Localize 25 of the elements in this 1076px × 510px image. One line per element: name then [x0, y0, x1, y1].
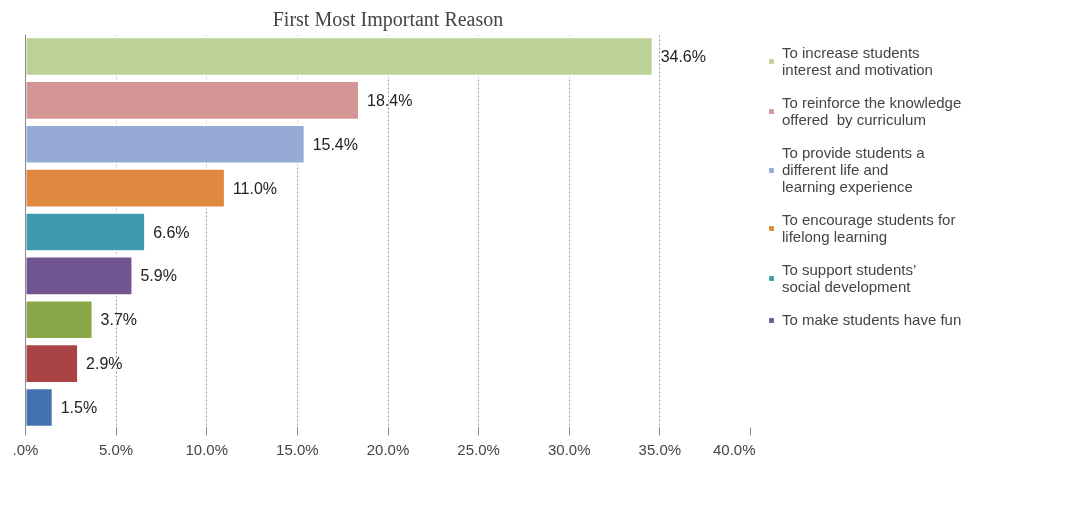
x-tick-label: 20.0% [366, 440, 410, 458]
x-tick-label: 35.0% [638, 440, 682, 458]
legend-label: To make students have fun [782, 311, 962, 328]
data-label: 5.9% [140, 267, 177, 285]
data-label: 2.9% [86, 355, 123, 373]
x-tick-label: 40.0% [712, 440, 756, 458]
legend-label: To increase students interest and motivation [782, 44, 933, 78]
x-tick-label: 15.0% [276, 440, 319, 458]
legend-label: To reinforce the knowledge offered by curriculum [782, 94, 962, 128]
legend-label: To support students’ social development [782, 261, 917, 295]
x-tick-label: 5.0% [99, 440, 134, 458]
data-label: 1.5% [60, 399, 98, 417]
legend-label: To provide students a different life and learning experience [782, 144, 925, 195]
data-label: 15.4% [312, 135, 358, 153]
x-tick-label: 10.0% [185, 440, 229, 458]
legend-label: To encourage students for lifelong learning [782, 211, 956, 245]
x-tick-label: 25.0% [457, 440, 500, 458]
data-label: 11.0% [232, 179, 278, 197]
data-label: 34.6% [660, 47, 706, 65]
x-tick-label: .0% [12, 440, 39, 458]
chart-title: First Most Important Reason [272, 7, 504, 31]
data-label: 3.7% [100, 311, 138, 329]
data-label: 6.6% [153, 223, 190, 241]
data-label: 18.4% [367, 91, 413, 109]
x-tick-label: 30.0% [547, 440, 591, 458]
